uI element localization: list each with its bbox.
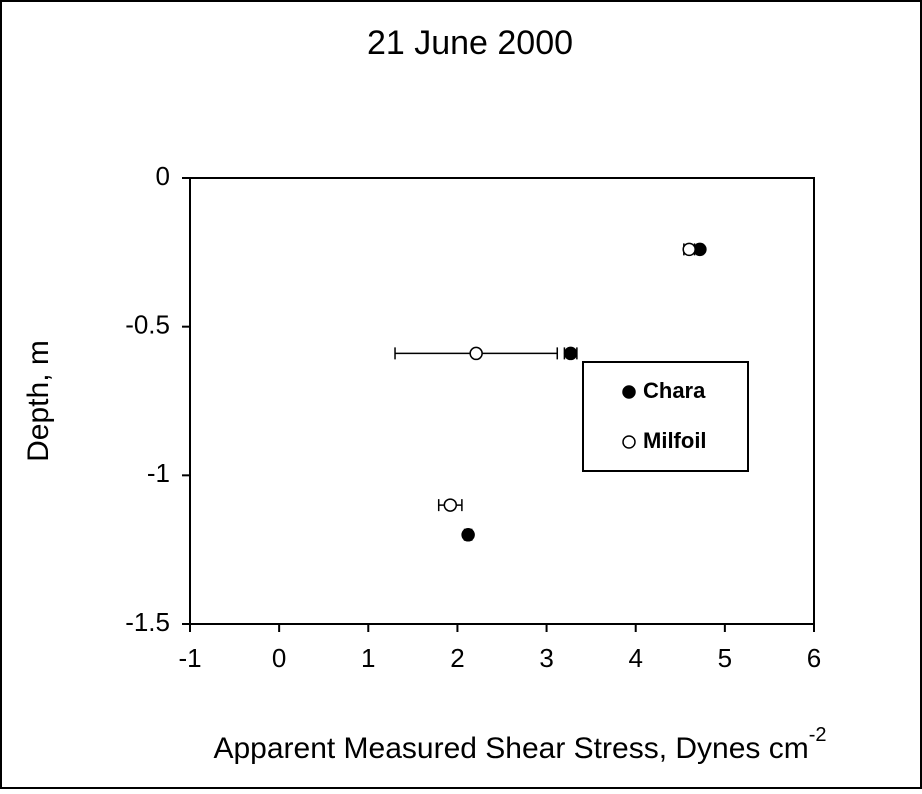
- x-tick-label: 4: [628, 643, 642, 673]
- y-axis-label: Depth, m: [22, 340, 55, 462]
- x-axis-label-text: Apparent Measured Shear Stress, Dynes cm: [213, 732, 808, 765]
- x-tick-label: 5: [718, 643, 732, 673]
- point: [461, 528, 475, 542]
- point: [469, 346, 483, 361]
- chart-title: 21 June 2000: [367, 24, 573, 62]
- legend-box: [582, 361, 749, 472]
- point: [443, 498, 458, 512]
- legend-marker: [622, 385, 636, 399]
- x-axis-label-sup: -2: [809, 724, 827, 746]
- x-tick-label: 6: [807, 643, 821, 673]
- x-tick-label: 2: [450, 643, 464, 673]
- x-tick-label: 3: [539, 643, 553, 673]
- x-tick-label: 0: [272, 643, 286, 673]
- y-tick-label: -1.5: [125, 607, 170, 637]
- x-tick-label: 1: [361, 643, 375, 673]
- y-tick-label: 0: [156, 161, 170, 191]
- legend-label: Milfoil: [643, 428, 707, 453]
- y-tick-label: -1: [147, 458, 170, 488]
- x-tick-label: -1: [178, 643, 201, 673]
- legend-label: Chara: [643, 378, 706, 403]
- point: [563, 346, 578, 361]
- y-tick-label: -0.5: [125, 310, 170, 340]
- plot-frame: [189, 177, 815, 625]
- x-axis-label: Apparent Measured Shear Stress, Dynes cm…: [213, 724, 826, 765]
- legend-marker: [622, 435, 636, 449]
- point: [682, 242, 696, 257]
